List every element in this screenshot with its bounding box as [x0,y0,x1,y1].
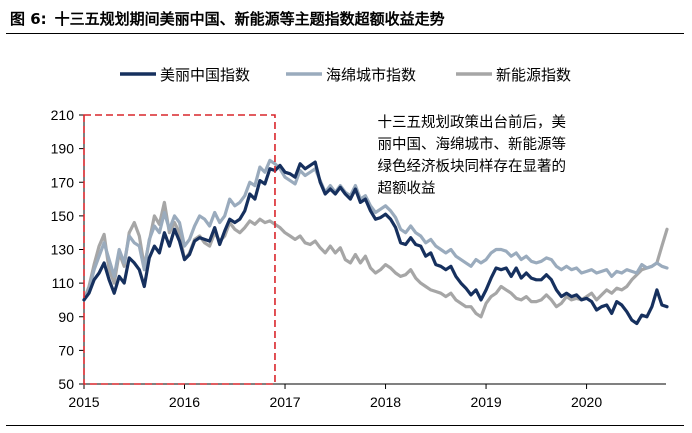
bottom-rule [6,425,684,426]
annotation-line: 十三五规划政策出台前后，美 [377,114,566,131]
legend: 美丽中国指数 海绵城市指数 新能源指数 [120,66,571,84]
legend-label-beautiful-china: 美丽中国指数 [160,66,250,84]
x-tick-label: 2015 [68,394,99,410]
highlight-layer [83,114,276,385]
x-tick-label: 2019 [470,394,501,410]
figure-label: 图 6: [10,10,47,28]
y-tick-label: 50 [58,376,74,392]
figure-title-bar: 图 6: 十三五规划期间美丽中国、新能源等主题指数超额收益走势 [6,6,684,34]
annotation-line: 超额收益 [377,180,435,197]
x-tick-label: 2020 [571,394,602,410]
x-tick-label: 2018 [370,394,401,410]
highlight-period-box [83,114,276,385]
y-tick-label: 150 [51,208,75,224]
y-tick-label: 90 [58,309,74,325]
series-layer [82,158,669,326]
x-tick-label: 2017 [269,394,300,410]
y-tick-label: 170 [51,174,75,190]
annotation-line: 丽中国、海绵城市、新能源等 [377,135,566,153]
x-tick-label: 2016 [169,394,200,410]
series-line-sponge-city [82,158,669,302]
y-axis: 50 70 90 110 130 150 170 190 210 [51,107,85,392]
y-tick-label: 70 [58,342,74,358]
annotation-line: 绿色经济板块同样存在显著的 [377,157,566,175]
figure-title: 十三五规划期间美丽中国、新能源等主题指数超额收益走势 [54,10,445,28]
y-tick-label: 190 [51,141,75,157]
legend-label-sponge-city: 海绵城市指数 [326,66,416,84]
legend-label-new-energy: 新能源指数 [496,66,571,84]
y-tick-label: 130 [51,242,75,258]
series-line-beautiful-china [82,160,669,326]
y-tick-label: 110 [52,275,75,291]
annotation: 十三五规划政策出台前后，美丽中国、海绵城市、新能源等绿色经济板块同样存在显著的超… [377,114,566,197]
x-axis: 2015 2016 2017 2018 2019 2020 [68,383,666,410]
y-tick-label: 210 [51,107,75,123]
